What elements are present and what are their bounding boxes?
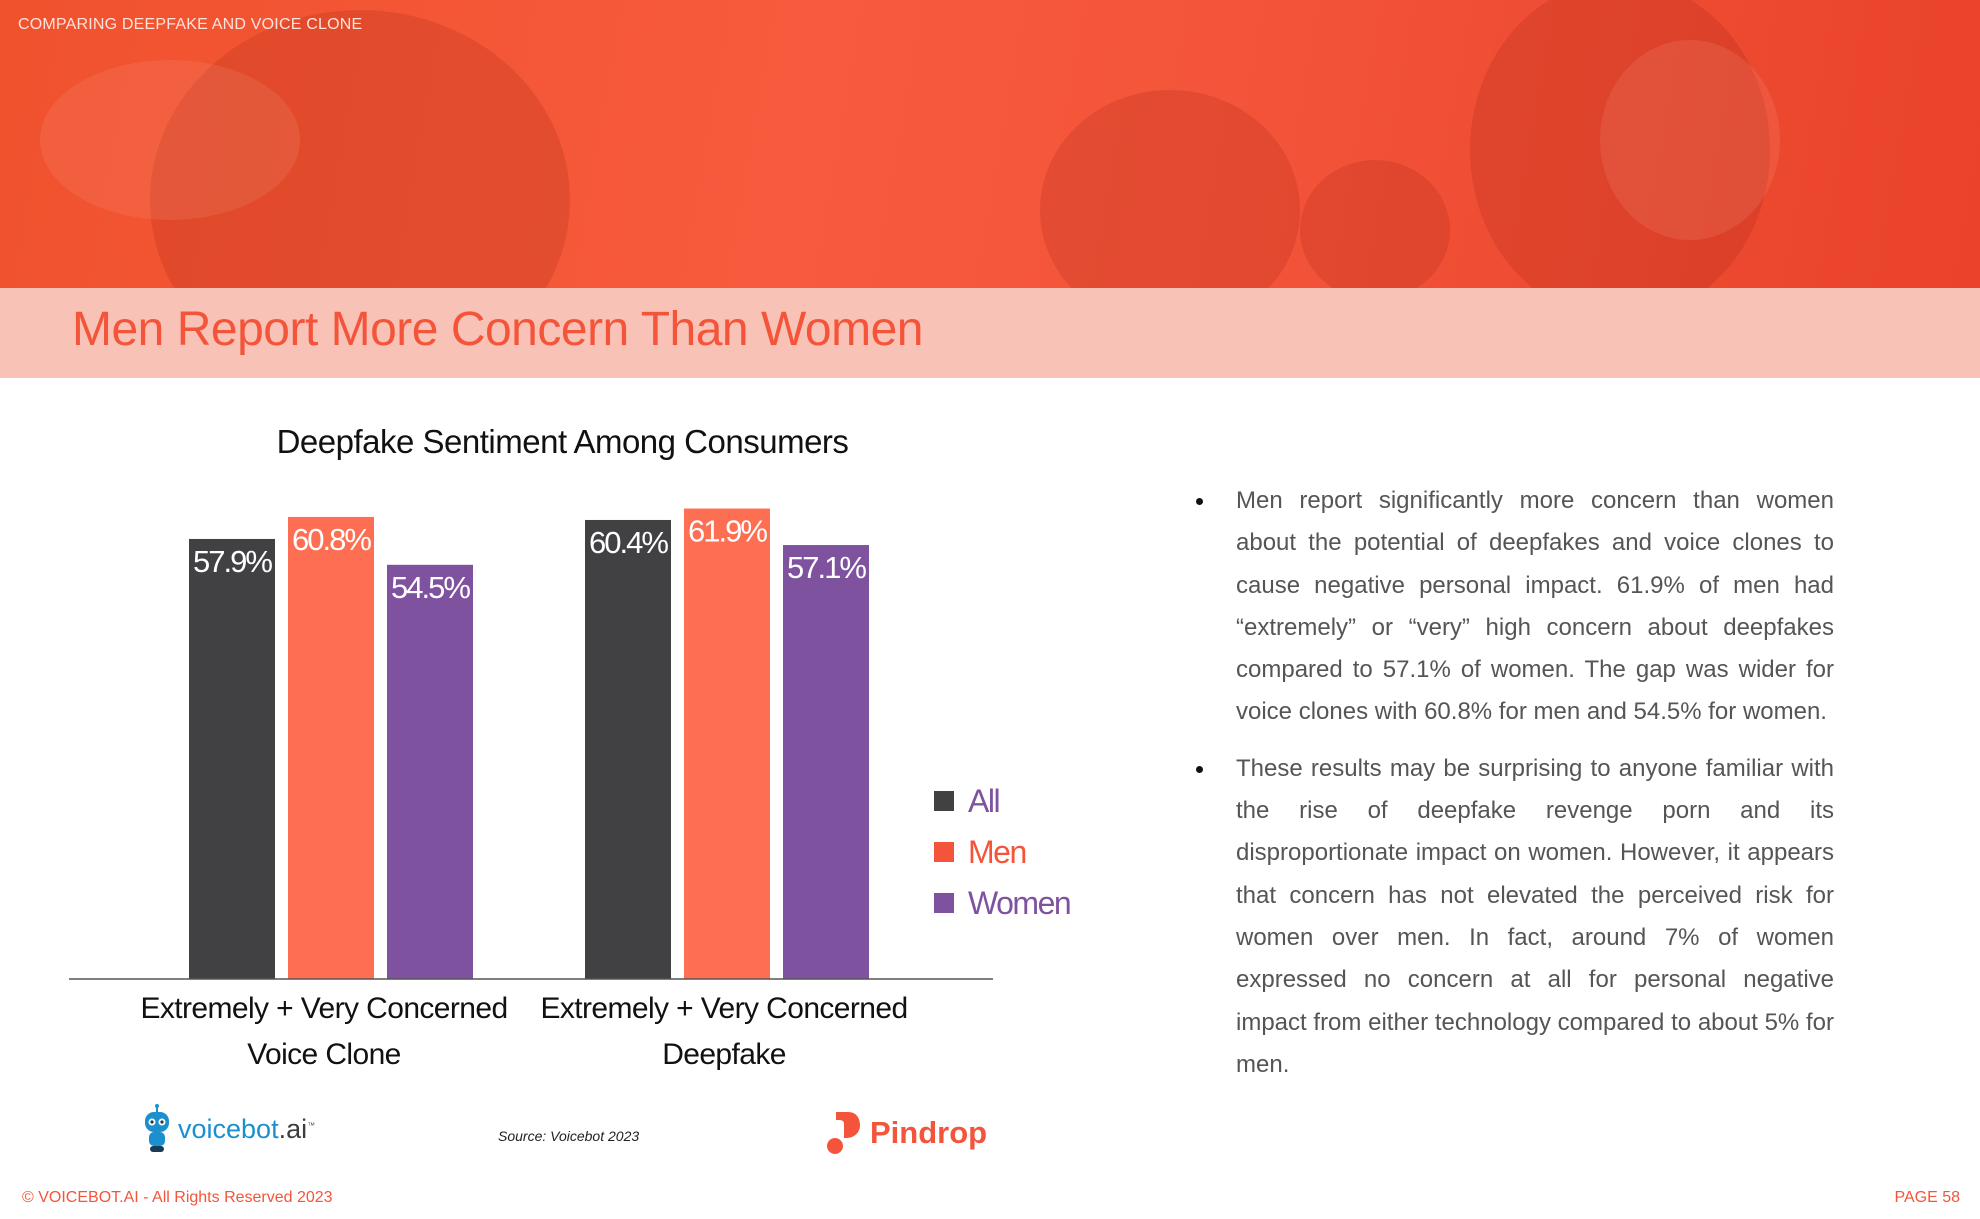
pindrop-wordmark: Pindrop — [870, 1115, 988, 1150]
data-label-all-1: 60.4% — [589, 525, 668, 560]
bar-women-1 — [783, 545, 869, 979]
category-label-deepfake: Extremely + Very Concerned Deepfake — [524, 986, 924, 1078]
title-band — [0, 288, 1980, 378]
legend-item-all: All — [934, 781, 1001, 821]
category-label-line: Voice Clone — [247, 1038, 401, 1071]
category-label-line: Extremely + Very Concerned — [140, 992, 508, 1025]
source-note: Source: Voicebot 2023 — [498, 1128, 640, 1144]
voicebot-name: voicebot — [178, 1113, 279, 1144]
category-label-voice-clone: Extremely + Very Concerned Voice Clone — [124, 986, 524, 1078]
voicebot-logo: voicebot.ai™ — [140, 1104, 315, 1154]
voicebot-robot-icon — [145, 1104, 169, 1152]
legend-item-women: Women — [934, 883, 1072, 923]
bar-men-0 — [288, 516, 374, 979]
bar-women-0 — [387, 564, 473, 979]
bar-chart: 57.9% 60.4% 60.8% 61.9% 54.5% 57.1% — [69, 508, 993, 980]
legend-label: All — [968, 782, 1001, 819]
background-photo-shape — [1040, 90, 1300, 288]
data-label-women-0: 54.5% — [391, 570, 470, 605]
bullet-dot — [1196, 765, 1203, 773]
data-label-men-0: 60.8% — [292, 522, 371, 557]
page-number: PAGE 58 — [1894, 1189, 1960, 1206]
legend-label: Women — [968, 884, 1072, 921]
legend-item-men: Men — [934, 832, 1027, 872]
bullet-item: Men report significantly more concern th… — [1188, 480, 1834, 734]
legend-swatch — [934, 842, 954, 862]
category-label-line: Deepfake — [662, 1038, 786, 1071]
background-photo-shape — [40, 60, 300, 220]
voicebot-suffix: .ai — [278, 1113, 308, 1144]
trademark-mark: ™ — [307, 1120, 316, 1130]
bullet-item: These results may be surprising to anyon… — [1188, 748, 1834, 1086]
voicebot-wordmark: voicebot.ai™ — [178, 1114, 315, 1145]
bar-all-0 — [189, 538, 275, 979]
pindrop-logo: Pindrop — [826, 1110, 987, 1156]
bullet-list: Men report significantly more concern th… — [1188, 480, 1834, 1100]
page-title: Men Report More Concern Than Women — [72, 303, 923, 356]
section-label: COMPARING DEEPFAKE AND VOICE CLONE — [18, 16, 363, 33]
header-banner — [0, 0, 1980, 288]
copyright-notice: © VOICEBOT.AI - All Rights Reserved 2023 — [22, 1189, 333, 1206]
background-photo-shape — [1600, 40, 1780, 240]
bullet-text: These results may be surprising to anyon… — [1236, 754, 1834, 1078]
data-label-all-0: 57.9% — [193, 544, 272, 579]
chart-title: Deepfake Sentiment Among Consumers — [276, 423, 849, 460]
background-photo-shape — [1470, 0, 1770, 288]
bar-men-1 — [684, 508, 770, 979]
category-label-line: Extremely + Very Concerned — [540, 992, 908, 1025]
legend-swatch — [934, 893, 954, 913]
legend-swatch — [934, 791, 954, 811]
bar-all-1 — [585, 519, 671, 979]
legend-label: Men — [968, 833, 1027, 870]
bullet-text: Men report significantly more concern th… — [1236, 487, 1834, 726]
data-label-women-1: 57.1% — [787, 550, 866, 585]
data-label-men-1: 61.9% — [688, 514, 767, 549]
pindrop-icon — [827, 1112, 860, 1154]
bullet-dot — [1196, 498, 1203, 505]
background-photo-shape — [1300, 160, 1450, 288]
